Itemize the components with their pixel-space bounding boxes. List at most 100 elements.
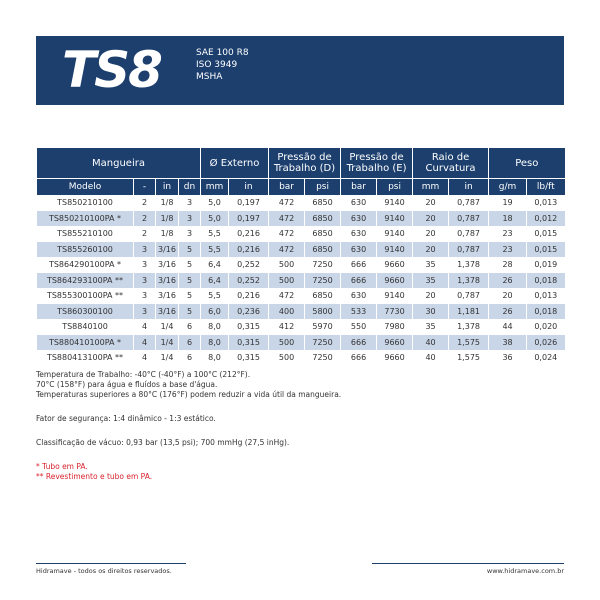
cell: TS864293100PA ** bbox=[36, 272, 134, 288]
cell: 38 bbox=[488, 334, 527, 350]
cell: 533 bbox=[340, 303, 377, 319]
spec-table: Mangueira Ø Externo Pressão de Trabalho … bbox=[35, 148, 565, 366]
cell: 0,197 bbox=[228, 210, 269, 226]
cell: 6,4 bbox=[200, 272, 229, 288]
cell: 666 bbox=[340, 272, 377, 288]
cell: 0,216 bbox=[228, 241, 269, 257]
cell: 500 bbox=[268, 272, 305, 288]
cell: 20 bbox=[488, 288, 527, 304]
cell: 18 bbox=[488, 210, 527, 226]
column-header: dn bbox=[177, 178, 201, 195]
spec: ISO 3949 bbox=[196, 60, 238, 70]
column-header: psi bbox=[304, 178, 341, 195]
group-header: Mangueira bbox=[35, 148, 201, 179]
cell: 30 bbox=[412, 303, 449, 319]
cell: 0,012 bbox=[526, 210, 565, 226]
cell: 4 bbox=[133, 319, 156, 335]
cell: 3 bbox=[177, 226, 201, 242]
footer-line bbox=[372, 563, 564, 564]
note: Fator de segurança: 1:4 dinâmico - 1:3 e… bbox=[36, 414, 216, 423]
cell: 3/16 bbox=[155, 303, 179, 319]
table-row: TS8840100 4 1/4 6 8,0 0,315 412 5970 550 7980 35 1,… bbox=[36, 319, 565, 335]
column-header: lb/ft bbox=[526, 178, 565, 195]
cell: 6850 bbox=[304, 195, 341, 211]
cell: 7730 bbox=[376, 303, 413, 319]
cell: 35 bbox=[412, 272, 449, 288]
table-row: TS855260100 3 3/16 5 5,5 0,216 472 6850 630 9140 2… bbox=[36, 241, 565, 257]
cell: 9140 bbox=[376, 226, 413, 242]
column-header: Modelo bbox=[36, 178, 134, 195]
cell: 666 bbox=[340, 350, 377, 366]
spec: MSHA bbox=[196, 72, 223, 82]
cell: 472 bbox=[268, 226, 305, 242]
cell: 40 bbox=[412, 334, 449, 350]
cell: 19 bbox=[488, 195, 527, 211]
cell: 1/4 bbox=[155, 319, 179, 335]
cell: 500 bbox=[268, 350, 305, 366]
cell: 26 bbox=[488, 303, 527, 319]
cell: 3/16 bbox=[155, 272, 179, 288]
footer-right: www.hidramave.com.br bbox=[486, 567, 564, 575]
cell: 472 bbox=[268, 288, 305, 304]
cell: 0,787 bbox=[448, 195, 489, 211]
cell: 7250 bbox=[304, 350, 341, 366]
table-row: TS864290100PA * 3 3/16 5 6,4 0,252 500 7250 666 9… bbox=[36, 257, 565, 273]
cell: 3 bbox=[177, 195, 201, 211]
cell: TS855300100PA ** bbox=[36, 288, 134, 304]
column-header: bar bbox=[340, 178, 377, 195]
notes: Temperatura de Trabalho: -40°C (-40°F) a… bbox=[36, 370, 341, 482]
cell: 1/4 bbox=[155, 334, 179, 350]
cell: 0,026 bbox=[526, 334, 565, 350]
column-header: in bbox=[228, 178, 269, 195]
cell: 1/4 bbox=[155, 350, 179, 366]
group-header: Ø Externo bbox=[200, 148, 269, 179]
cell: 9660 bbox=[376, 272, 413, 288]
cell: 0,013 bbox=[526, 288, 565, 304]
cell: 6 bbox=[177, 334, 201, 350]
cell: 550 bbox=[340, 319, 377, 335]
footnote: * Tubo em PA. bbox=[36, 462, 88, 471]
cell: 3 bbox=[133, 288, 156, 304]
table-row: TS880410100PA * 4 1/4 6 8,0 0,315 500 7250 666 96… bbox=[36, 334, 565, 350]
cell: 5,5 bbox=[200, 226, 229, 242]
cell: 23 bbox=[488, 241, 527, 257]
cell: 9140 bbox=[376, 195, 413, 211]
cell: 20 bbox=[412, 241, 449, 257]
cell: 35 bbox=[412, 319, 449, 335]
group-header: Peso bbox=[488, 148, 565, 179]
cell: 20 bbox=[412, 195, 449, 211]
cell: 0,252 bbox=[228, 257, 269, 273]
cell: 5 bbox=[177, 288, 201, 304]
footer-line bbox=[36, 563, 186, 564]
cell: 3 bbox=[133, 241, 156, 257]
cell: TS8840100 bbox=[36, 319, 134, 335]
cell: TS855260100 bbox=[36, 241, 134, 257]
cell: 23 bbox=[488, 226, 527, 242]
cell: 630 bbox=[340, 288, 377, 304]
cell: 40 bbox=[412, 350, 449, 366]
cell: 472 bbox=[268, 195, 305, 211]
cell: 6850 bbox=[304, 288, 341, 304]
cell: 472 bbox=[268, 241, 305, 257]
cell: 8,0 bbox=[200, 319, 229, 335]
cell: 26 bbox=[488, 272, 527, 288]
cell: 2 bbox=[133, 210, 156, 226]
cell: 0,020 bbox=[526, 319, 565, 335]
cell: 0,787 bbox=[448, 210, 489, 226]
cell: 44 bbox=[488, 319, 527, 335]
cell: 0,018 bbox=[526, 303, 565, 319]
cell: 0,315 bbox=[228, 350, 269, 366]
cell: TS850210100 bbox=[36, 195, 134, 211]
table-row: TS864293100PA ** 3 3/16 5 6,4 0,252 500 7250 666… bbox=[36, 272, 565, 288]
cell: 400 bbox=[268, 303, 305, 319]
cell: 5970 bbox=[304, 319, 341, 335]
cell: 0,197 bbox=[228, 195, 269, 211]
cell: 5,0 bbox=[200, 210, 229, 226]
cell: 1,378 bbox=[448, 257, 489, 273]
cell: 2 bbox=[133, 195, 156, 211]
cell: 666 bbox=[340, 257, 377, 273]
cell: 0,315 bbox=[228, 319, 269, 335]
cell: 5,5 bbox=[200, 288, 229, 304]
column-header: g/m bbox=[488, 178, 527, 195]
